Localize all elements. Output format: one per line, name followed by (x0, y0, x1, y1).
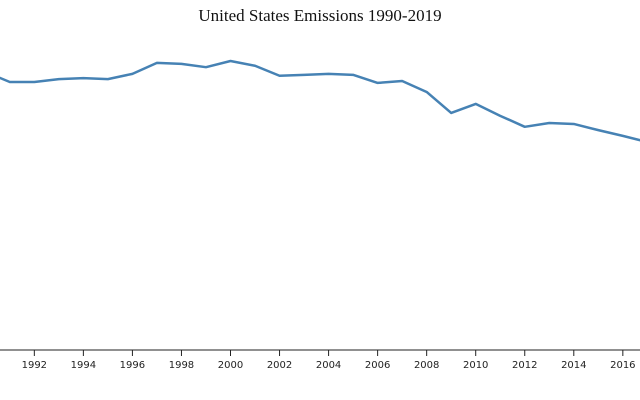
x-tick-label: 2000 (218, 360, 243, 371)
x-tick-label: 2012 (512, 360, 537, 371)
x-tick-label: 1998 (169, 360, 194, 371)
x-tick-label: 1994 (71, 360, 96, 371)
x-tick-label: 2004 (316, 360, 341, 371)
data-line (0, 59, 640, 142)
x-tick-label: 2002 (267, 360, 292, 371)
chart-title: United States Emissions 1990-2019 (198, 6, 441, 25)
plot-area (0, 59, 640, 142)
x-tick-label: 1996 (120, 360, 145, 371)
x-tick-label: 2006 (365, 360, 390, 371)
x-tick-label: 2008 (414, 360, 439, 371)
x-tick-label: 2010 (463, 360, 488, 371)
x-tick-label: 2014 (561, 360, 586, 371)
x-tick-label: 1992 (22, 360, 47, 371)
x-tick-label: 2016 (610, 360, 635, 371)
